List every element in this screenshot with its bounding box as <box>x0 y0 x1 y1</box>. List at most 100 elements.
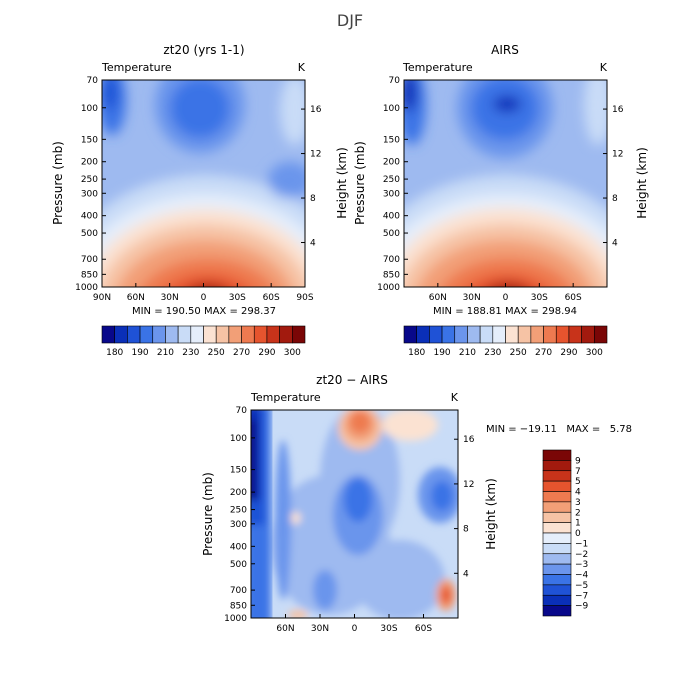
y-tick-label: 70 <box>87 76 99 86</box>
colorbar-label: 270 <box>233 348 250 358</box>
y-tick-label: 200 <box>230 488 247 498</box>
y-tick-label: 150 <box>383 135 400 145</box>
panel-subtitle-right: K <box>451 391 459 404</box>
colorbar-swatch <box>479 325 494 344</box>
colorbar-swatch <box>542 594 572 606</box>
y-tick-label: 150 <box>81 135 98 145</box>
colorbar-swatch <box>542 522 572 534</box>
colorbar-label: 290 <box>560 348 577 358</box>
contour-band <box>268 162 305 198</box>
colorbar-swatch <box>139 325 154 344</box>
colorbar-label: 3 <box>575 498 581 508</box>
y-tick-label: 70 <box>389 76 401 86</box>
x-tick-label: 30S <box>229 293 246 303</box>
contour-band <box>193 284 223 287</box>
x-tick-label: 90S <box>296 293 313 303</box>
colorbar-swatch <box>542 605 572 617</box>
colorbar-label: 290 <box>258 348 275 358</box>
panel-title: zt20 − AIRS <box>316 373 388 387</box>
y-ticks: 70 100 150 200 250 300 400 500 700 850 1000 <box>224 406 255 624</box>
y-tick-label: 400 <box>383 212 400 222</box>
colorbar-label: −1 <box>575 539 588 549</box>
colorbar-label: −9 <box>575 602 589 612</box>
panel-title: AIRS <box>491 43 519 57</box>
y-tick-label: 850 <box>383 270 400 280</box>
colorbar-label: 1 <box>575 519 581 529</box>
y-tick-label-right: 4 <box>310 239 316 249</box>
y-tick-label: 250 <box>81 175 98 185</box>
y-tick-label: 500 <box>230 560 247 570</box>
x-tick-label: 30N <box>463 293 481 303</box>
y-axis-label: Pressure (mb) <box>353 141 367 225</box>
y-tick-label: 200 <box>383 158 400 168</box>
colorbar-label: 300 <box>284 348 301 358</box>
colorbar-swatch <box>292 325 306 344</box>
colorbar-swatch <box>241 325 255 344</box>
colorbar-label: 180 <box>408 348 425 358</box>
y-tick-label: 200 <box>81 158 98 168</box>
colorbar-swatch <box>467 325 481 344</box>
colorbar-label: −7 <box>575 591 588 601</box>
colorbar-swatch <box>454 325 468 344</box>
y-tick-label-right: 16 <box>612 105 624 115</box>
panel-title: zt20 (yrs 1-1) <box>163 43 244 57</box>
y-tick-label-right: 12 <box>463 480 474 490</box>
colorbar-swatch <box>228 325 242 344</box>
x-ticks: 60N 30N 0 30S 60S <box>276 614 432 634</box>
contour-band <box>584 80 607 145</box>
colorbar-swatch <box>542 449 572 461</box>
figure-title: DJF <box>337 11 363 30</box>
colorbar-swatch <box>441 325 456 344</box>
y-tick-label: 100 <box>383 104 400 114</box>
y-tick-label-right: 16 <box>310 105 322 115</box>
x-tick-label: 60N <box>127 293 145 303</box>
x-tick-label: 30S <box>380 624 397 634</box>
y-axis-label: Pressure (mb) <box>201 472 215 556</box>
y-tick-label: 1000 <box>377 283 400 293</box>
contour-band <box>167 274 249 287</box>
x-ticks: 90N 60N 30N 0 30S 60S 90S <box>93 283 314 303</box>
colorbar-label: −5 <box>575 581 588 591</box>
y-tick-label: 1000 <box>224 614 247 624</box>
colorbar-label: 250 <box>208 348 225 358</box>
x-tick-label: 60N <box>276 624 294 634</box>
y-tick-label-right: 4 <box>463 569 469 579</box>
colorbar-swatch <box>542 480 572 492</box>
colorbar-swatch <box>517 325 532 344</box>
y-tick-label: 100 <box>81 104 98 114</box>
contour-band <box>170 80 230 138</box>
colorbar-swatch <box>542 470 572 482</box>
contour-band <box>313 570 337 610</box>
colorbar-swatch <box>542 460 572 472</box>
x-tick-label: 60S <box>565 293 582 303</box>
colorbar-swatch <box>279 325 293 344</box>
colorbar-swatch <box>555 325 570 344</box>
y-tick-label: 70 <box>236 406 248 416</box>
contour-band <box>493 96 521 112</box>
colorbar-swatch <box>416 325 430 344</box>
contour-band <box>280 80 305 145</box>
contour-field <box>251 410 458 618</box>
x-tick-label: 0 <box>503 293 509 303</box>
colorbar-label: 5 <box>575 477 581 487</box>
colorbar-swatch <box>542 532 572 544</box>
colorbar-swatch <box>542 574 572 586</box>
colorbar-swatch <box>530 325 544 344</box>
y-tick-label: 850 <box>81 270 98 280</box>
colorbar: 180 190 210 230 250 270 290 300 <box>101 325 306 358</box>
colorbar-label: 230 <box>182 348 199 358</box>
colorbar-label: −4 <box>575 571 589 581</box>
colorbar-swatch <box>165 325 179 344</box>
contour-band <box>382 410 438 441</box>
colorbar-label: 270 <box>535 348 552 358</box>
colorbar-label: 300 <box>586 348 603 358</box>
colorbar-swatch <box>542 491 572 503</box>
colorbar-label: 210 <box>459 348 476 358</box>
colorbar-label: 250 <box>510 348 527 358</box>
colorbar-swatch <box>543 325 557 344</box>
panel-model: zt20 (yrs 1-1) Temperature K <box>51 43 349 358</box>
contour-band <box>344 478 372 522</box>
colorbar-label: 230 <box>484 348 501 358</box>
colorbar-label: 190 <box>433 348 450 358</box>
